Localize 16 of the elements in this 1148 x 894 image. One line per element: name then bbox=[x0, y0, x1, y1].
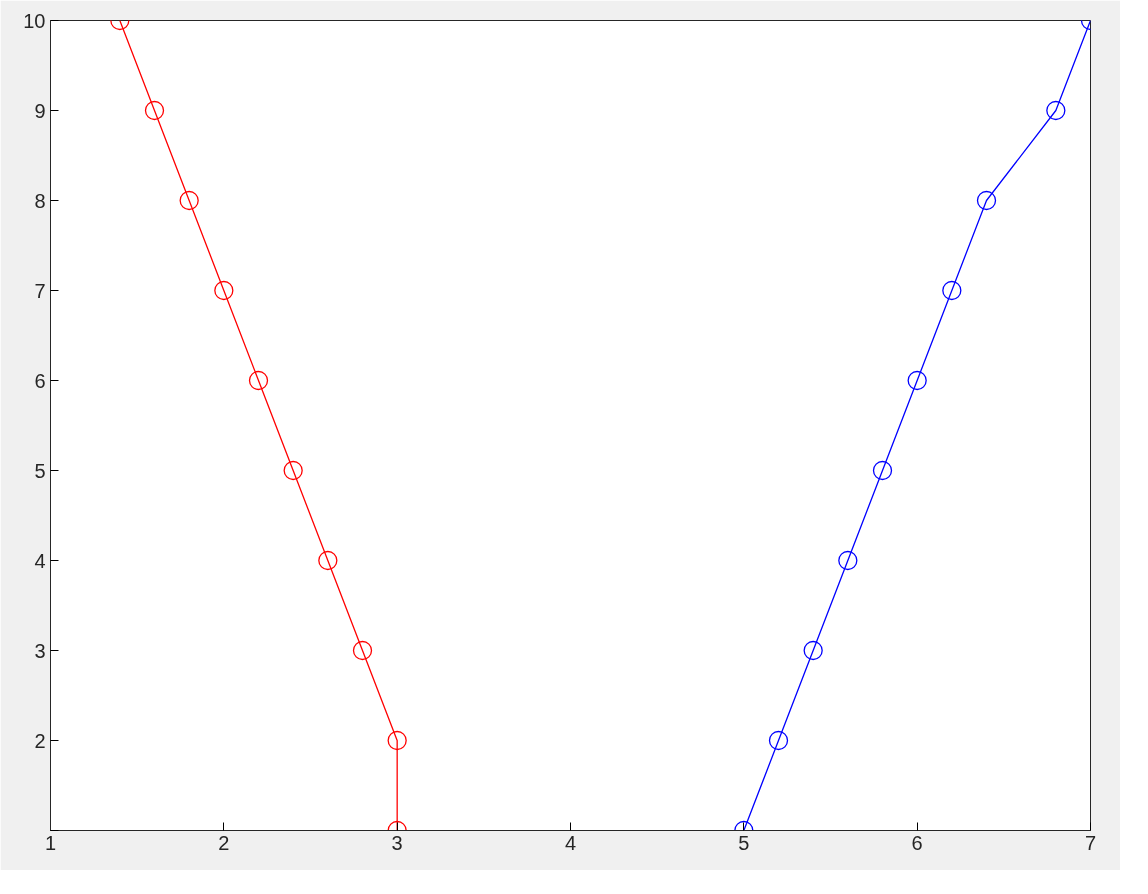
x-tick-label: 6 bbox=[911, 831, 923, 854]
y-tick-label: 4 bbox=[34, 549, 46, 572]
y-tick-label: 3 bbox=[34, 639, 46, 662]
y-tick-label: 9 bbox=[34, 99, 46, 122]
y-tick-label: 7 bbox=[34, 279, 46, 302]
x-tick-label: 5 bbox=[738, 831, 750, 854]
y-tick-label: 8 bbox=[34, 189, 46, 212]
x-tick-label: 7 bbox=[1084, 831, 1097, 854]
x-tick-label: 1 bbox=[44, 831, 57, 854]
x-tick-label: 2 bbox=[218, 831, 230, 854]
y-tick-label: 6 bbox=[34, 369, 46, 392]
y-tick-label: 10 bbox=[23, 9, 46, 32]
y-tick-label: 5 bbox=[34, 459, 46, 482]
x-tick-label: 4 bbox=[564, 831, 577, 854]
x-tick-label: 3 bbox=[391, 831, 403, 854]
y-tick-label: 2 bbox=[34, 729, 46, 752]
